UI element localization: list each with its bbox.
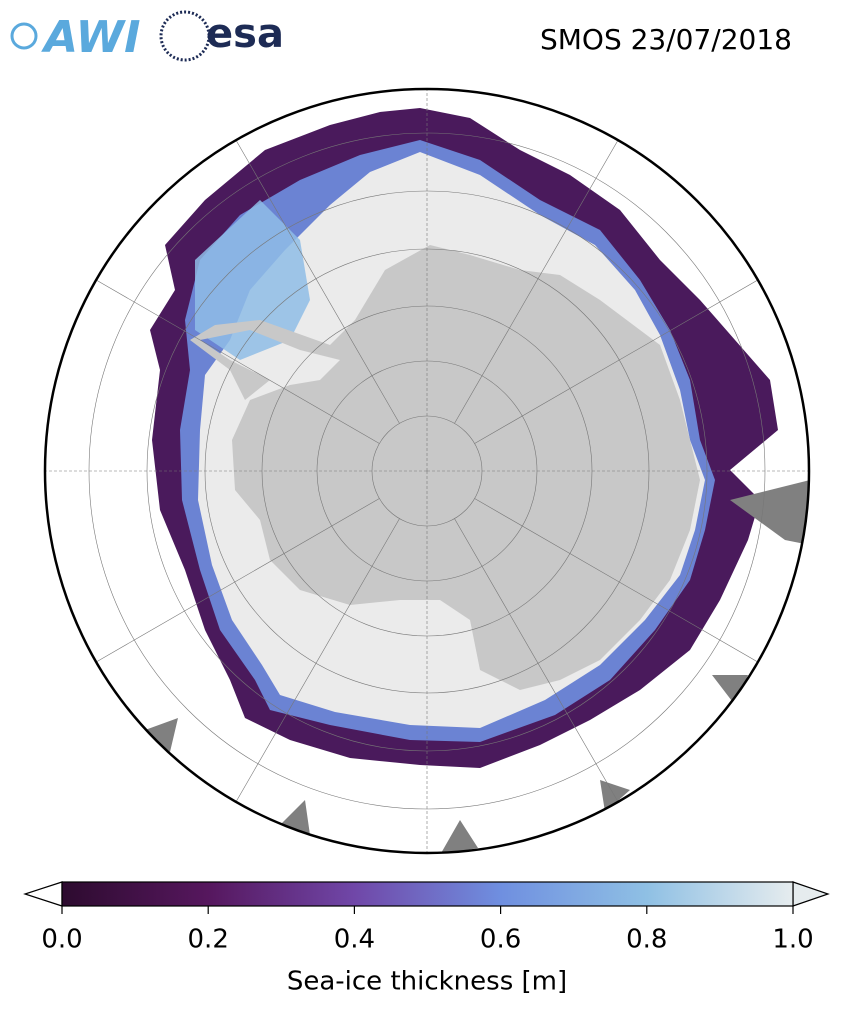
meridian xyxy=(474,498,774,672)
esa-logo: esa xyxy=(159,10,284,62)
esa-logo-text: esa xyxy=(206,11,284,57)
colorbar-tick-label: 0.4 xyxy=(334,925,375,955)
graticule xyxy=(45,89,809,853)
colorbar-tick-label: 1.0 xyxy=(772,925,813,955)
colorbar-label: Sea-ice thickness [m] xyxy=(287,967,567,997)
colorbar-tick-label: 0.0 xyxy=(41,925,82,955)
colorbar xyxy=(23,881,830,914)
meridian xyxy=(80,498,380,672)
colorbar-gradient xyxy=(61,881,794,907)
meridian xyxy=(454,124,628,424)
awi-logo-text: AWI xyxy=(41,12,141,63)
land-patch xyxy=(730,480,809,545)
colorbar-extend-low xyxy=(23,881,63,907)
colorbar-tick-label: 0.6 xyxy=(480,925,521,955)
meridian xyxy=(474,270,774,444)
map xyxy=(45,89,809,853)
title: SMOS 23/07/2018 xyxy=(540,23,792,56)
weddell-ice xyxy=(195,200,310,360)
meridian xyxy=(80,270,380,444)
colorbar-extend-high xyxy=(792,881,830,907)
meridian xyxy=(226,124,400,424)
colorbar-tick-label: 0.8 xyxy=(626,925,667,955)
meridian xyxy=(454,518,628,818)
awi-logo: AWI xyxy=(10,12,141,63)
land-patch xyxy=(145,675,748,853)
colorbar-tick-label: 0.2 xyxy=(188,925,229,955)
meridian xyxy=(226,518,400,818)
map-frame xyxy=(43,87,811,855)
antarctica xyxy=(190,245,700,690)
